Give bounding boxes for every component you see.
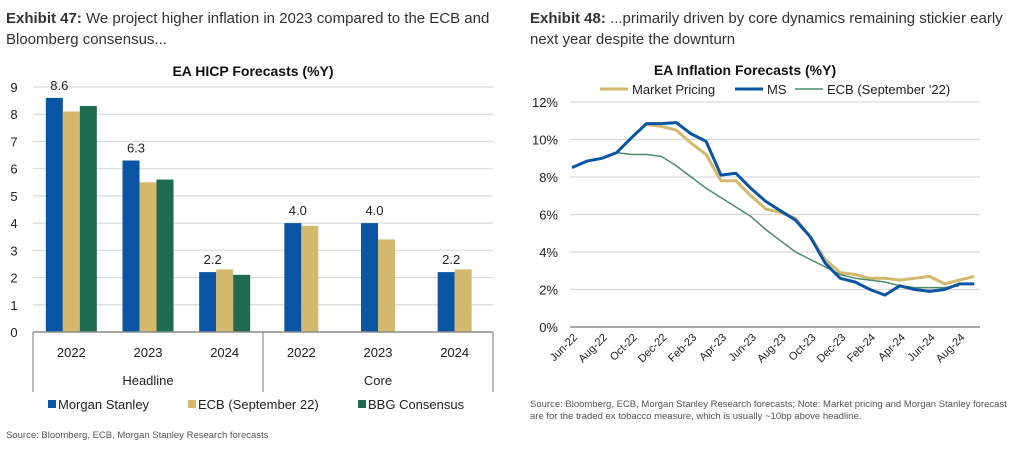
- bar-morgan-stanley: [437, 272, 455, 332]
- data-label: 2.2: [442, 252, 460, 267]
- x-tick-label: Dec-23: [815, 332, 849, 366]
- series-ecb: [616, 151, 960, 289]
- x-tick-label: Aug-22: [576, 332, 610, 366]
- x-tick-label: Apr-24: [876, 332, 908, 364]
- exhibit-47-label: Exhibit 47:: [6, 10, 82, 27]
- x-tick-label: 2022: [57, 345, 86, 360]
- hicp-bar-chart: EA HICP Forecasts (%Y) 0 1 2 3 4 5 6 7 8 9 8.6 2022 6…: [10, 63, 494, 412]
- exhibit-47-source: Source: Bloomberg, ECB, Morgan Stanley R…: [6, 430, 269, 441]
- x-tick-label: Oct-22: [608, 332, 640, 364]
- x-tick-label: Apr-23: [697, 332, 729, 364]
- legend-swatch: [48, 400, 56, 408]
- x-tick-label: 2024: [440, 345, 469, 360]
- x-tick-label: 2024: [210, 345, 239, 360]
- exhibit-47-heading: Exhibit 47: We project higher inflation …: [6, 8, 506, 50]
- x-tick-label: Feb-24: [845, 332, 878, 365]
- legend-swatch: [358, 400, 366, 408]
- bar-morgan-stanley: [122, 160, 140, 332]
- legend-label: Morgan Stanley: [58, 397, 150, 412]
- series-ms: [571, 121, 975, 297]
- x-tick-label: Aug-24: [934, 332, 968, 366]
- legend-swatch: [188, 400, 196, 408]
- chart-title: EA HICP Forecasts (%Y): [172, 63, 333, 79]
- legend-label: ECB (September 22): [198, 397, 319, 412]
- exhibit-48-heading: Exhibit 48: ...primarily driven by core …: [530, 8, 1020, 50]
- bar-ecb: [454, 269, 472, 332]
- data-label: 4.0: [289, 203, 307, 218]
- x-tick-label: Feb-23: [666, 332, 699, 365]
- exhibit-48-label: Exhibit 48:: [530, 10, 606, 27]
- data-label: 4.0: [365, 203, 383, 218]
- x-tick-label: 2022: [287, 345, 316, 360]
- bar-morgan-stanley: [199, 272, 217, 332]
- legend-label: ECB (September '22): [827, 82, 950, 97]
- y-tick-label: 8: [10, 107, 17, 122]
- group-label-headline: Headline: [122, 373, 173, 388]
- data-label: 2.2: [204, 252, 222, 267]
- x-tick-label: Oct-23: [787, 332, 819, 364]
- legend-label: Market Pricing: [632, 82, 715, 97]
- bar-ecb: [378, 239, 395, 332]
- bar-morgan-stanley: [284, 223, 302, 332]
- y-tick-label: 4: [10, 216, 17, 231]
- x-tick-label: 2023: [364, 345, 393, 360]
- exhibit-48-source: Source: Bloomberg, ECB, Morgan Stanley R…: [530, 399, 1007, 422]
- legend-label: BBG Consensus: [368, 397, 465, 412]
- bar-bbg: [79, 106, 97, 332]
- exhibit-47-text: We project higher inflation in 2023 comp…: [6, 10, 490, 48]
- y-tick-label: 2: [10, 271, 17, 286]
- data-label: 6.3: [127, 141, 145, 156]
- y-tick-label: 2%: [539, 283, 558, 298]
- group-label-core: Core: [364, 373, 392, 388]
- bar-morgan-stanley: [45, 97, 63, 332]
- bar-bbg: [233, 274, 251, 332]
- y-tick-label: 4%: [539, 245, 558, 260]
- exhibit-48-text: ...primarily driven by core dynamics rem…: [530, 10, 1003, 48]
- y-tick-label: 7: [10, 134, 17, 149]
- data-label: 8.6: [50, 78, 68, 93]
- legend-label: MS: [767, 82, 787, 97]
- y-tick-label: 8%: [539, 170, 558, 185]
- y-tick-label: 10%: [532, 133, 558, 148]
- y-tick-label: 6%: [539, 208, 558, 223]
- bar-bbg: [156, 179, 174, 332]
- x-tick-label: Jun-22: [548, 332, 580, 364]
- bar-ecb: [301, 225, 319, 332]
- y-tick-label: 9: [10, 80, 17, 95]
- y-tick-label: 1: [10, 298, 17, 313]
- x-tick-label: Jun-24: [905, 332, 937, 364]
- y-tick-label: 0%: [539, 320, 558, 335]
- x-tick-label: 2023: [134, 345, 163, 360]
- bar-ecb: [216, 269, 234, 332]
- chart-title: EA Inflation Forecasts (%Y): [654, 62, 836, 78]
- bar-ecb: [139, 182, 157, 332]
- x-tick-label: Dec-22: [636, 332, 670, 366]
- y-tick-label: 0: [10, 325, 17, 340]
- x-tick-label: Jun-23: [727, 332, 759, 364]
- y-tick-label: 5: [10, 189, 17, 204]
- x-tick-label: Aug-23: [755, 332, 789, 366]
- y-tick-label: 3: [10, 243, 17, 258]
- bar-morgan-stanley: [361, 223, 378, 332]
- bar-ecb: [62, 111, 80, 332]
- y-tick-label: 6: [10, 162, 17, 177]
- y-tick-label: 12%: [532, 95, 558, 110]
